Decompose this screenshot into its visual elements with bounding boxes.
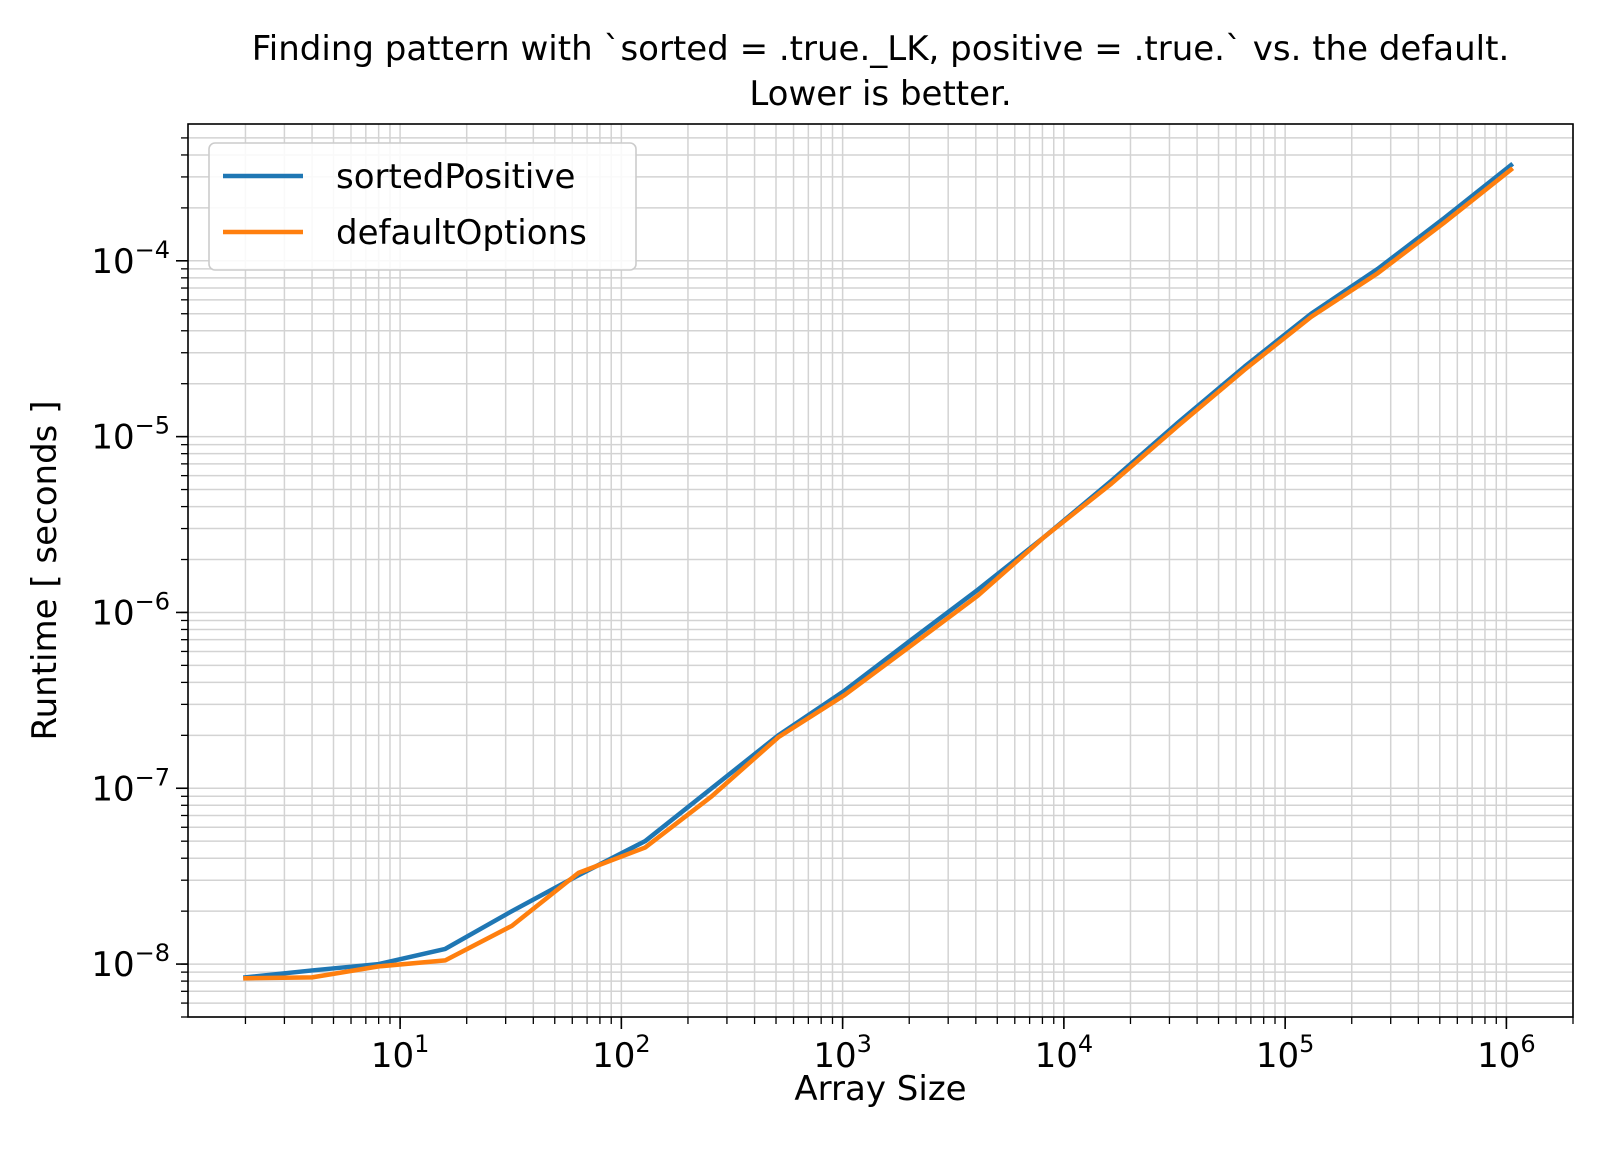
y-axis-label: Runtime [ seconds ] [25,401,65,741]
y-tick-label: 10−4 [91,236,170,282]
x-tick-label: 106 [1477,1030,1536,1076]
y-tick-label: 10−7 [91,763,170,809]
x-tick-label: 105 [1256,1030,1315,1076]
x-tick-label: 101 [371,1030,430,1076]
y-tick-label: 10−8 [91,939,170,985]
legend-label-sortedPositive: sortedPositive [336,157,575,197]
x-tick-label: 103 [813,1030,872,1076]
legend-label-defaultOptions: defaultOptions [336,213,587,253]
legend-box [208,142,637,271]
series-line-defaultOptions [243,166,1515,981]
series-lines [242,161,1515,981]
chart-title-line-2: Lower is better. [749,74,1011,114]
legend: sortedPositive defaultOptions [208,142,637,271]
x-tick-label: 102 [592,1030,651,1076]
x-axis-label: Array Size [794,1069,966,1109]
plot-frame [187,123,1574,1018]
ticks [176,137,1574,1029]
plot-area [188,124,1573,1017]
x-tick-label: 104 [1035,1030,1094,1076]
series-line-sortedPositive [242,161,1515,980]
grid [188,124,1574,1018]
y-tick-label: 10−6 [91,587,170,633]
y-tick-label: 10−5 [91,412,170,458]
chart-title-line-1: Finding pattern with `sorted = .true._LK… [252,29,1510,69]
